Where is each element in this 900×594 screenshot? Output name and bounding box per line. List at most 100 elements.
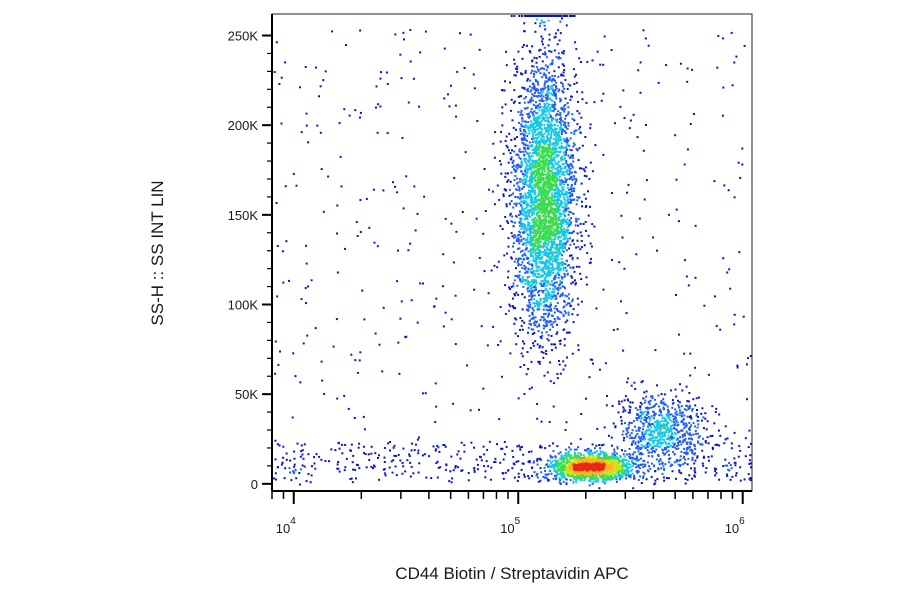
event-dot: [555, 247, 558, 250]
event-dot: [543, 102, 546, 105]
event-dot: [537, 269, 540, 272]
event-dot: [544, 245, 547, 248]
event-dot: [609, 465, 612, 468]
event-dot: [648, 465, 650, 468]
event-dot: [560, 170, 563, 173]
event-dot: [563, 310, 566, 313]
event-dot: [541, 116, 544, 119]
event-dot: [543, 170, 546, 173]
event-dot: [578, 196, 581, 199]
event-dot: [524, 254, 527, 257]
event-dot: [539, 48, 542, 51]
event-dot: [556, 141, 559, 144]
event-dot: [529, 215, 532, 218]
event-dot: [554, 129, 556, 131]
event-dot: [530, 210, 533, 213]
event-dot: [493, 264, 496, 267]
event-dot: [521, 276, 524, 278]
event-dot: [531, 65, 534, 68]
event-dot: [534, 131, 536, 134]
event-dot: [544, 304, 547, 307]
event-dot: [566, 454, 569, 457]
event-dot: [572, 481, 575, 484]
event-dot: [570, 211, 572, 214]
event-dot: [562, 189, 565, 191]
event-dot: [561, 473, 563, 476]
event-dot: [507, 221, 509, 224]
event-dot: [560, 159, 563, 162]
event-dot: [573, 83, 576, 85]
event-dot: [540, 199, 543, 202]
event-dot: [584, 464, 587, 467]
event-dot: [522, 243, 524, 246]
event-dot: [514, 128, 517, 131]
event-dot: [580, 477, 582, 480]
event-dot: [559, 169, 562, 172]
event-dot: [548, 292, 551, 295]
event-dot: [544, 173, 546, 176]
event-dot: [543, 192, 546, 195]
event-dot: [521, 201, 524, 204]
event-dot: [571, 117, 574, 120]
event-dot: [546, 154, 549, 157]
event-dot: [561, 146, 564, 149]
event-dot: [519, 231, 522, 234]
event-dot: [614, 460, 617, 463]
event-dot: [534, 217, 537, 220]
event-dot: [546, 296, 549, 299]
event-dot: [550, 85, 553, 88]
event-dot: [529, 110, 532, 113]
event-dot: [590, 257, 592, 260]
event-dot: [509, 305, 512, 308]
event-dot: [563, 232, 566, 235]
event-dot: [521, 117, 524, 120]
event-dot: [534, 248, 537, 251]
event-dot: [513, 179, 516, 181]
event-dot: [532, 228, 535, 231]
event-dot: [553, 465, 556, 468]
event-dot: [533, 245, 536, 247]
event-dot: [544, 86, 547, 89]
event-dot: [548, 260, 551, 263]
event-dot: [551, 175, 554, 178]
event-dot: [537, 275, 540, 278]
event-dot: [539, 218, 542, 221]
event-dot: [528, 212, 531, 215]
event-dot: [534, 136, 536, 139]
event-dot: [542, 53, 544, 55]
event-dot: [556, 185, 559, 188]
event-dot: [521, 120, 524, 123]
event-dot: [548, 127, 551, 130]
event-dot: [542, 313, 545, 316]
event-dot: [566, 237, 569, 240]
event-dot: [549, 148, 552, 151]
event-dot: [549, 224, 552, 227]
event-dot: [589, 478, 592, 481]
event-dot: [550, 162, 553, 165]
event-dot: [615, 475, 617, 478]
event-dot: [527, 309, 530, 312]
event-dot: [533, 160, 536, 163]
event-dot: [545, 96, 547, 99]
event-dot: [635, 455, 638, 458]
event-dot: [506, 220, 509, 223]
event-dot: [530, 242, 533, 245]
event-dot: [590, 458, 593, 460]
event-dot: [567, 228, 570, 231]
event-dot: [556, 167, 559, 170]
event-dot: [564, 191, 567, 194]
event-dot: [548, 469, 551, 472]
event-dot: [509, 352, 512, 355]
event-dot: [511, 149, 513, 152]
event-dot: [618, 460, 620, 463]
event-dot: [598, 452, 600, 455]
event-dot: [550, 116, 553, 119]
event-dot: [573, 477, 576, 480]
event-dot: [532, 221, 535, 224]
event-dot: [548, 225, 551, 228]
event-dot: [562, 108, 565, 111]
event-dot: [625, 474, 628, 477]
event-dot: [530, 195, 532, 198]
event-dot: [551, 172, 554, 175]
event-dot: [550, 314, 553, 317]
